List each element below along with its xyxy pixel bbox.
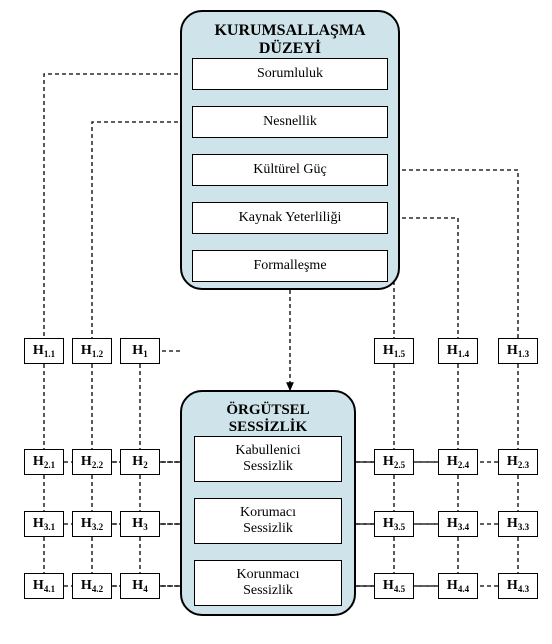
hbox-4-1: H4.1 bbox=[24, 573, 64, 599]
hbox-4-5: H4.5 bbox=[374, 573, 414, 599]
hbox-3-5: H3.5 bbox=[374, 511, 414, 537]
hbox-2-4: H2.4 bbox=[438, 449, 478, 475]
bottom-item-label: KorumacıSessizlik bbox=[240, 505, 296, 537]
top-item-sorumluluk: Sorumluluk bbox=[192, 58, 388, 90]
hbox-1-1: H1.1 bbox=[24, 338, 64, 364]
hbox-3: H3 bbox=[120, 511, 160, 537]
top-item-label: Sorumluluk bbox=[257, 66, 323, 82]
hbox-2-3: H2.3 bbox=[498, 449, 538, 475]
hbox-3-2: H3.2 bbox=[72, 511, 112, 537]
hbox-2-5: H2.5 bbox=[374, 449, 414, 475]
hbox-4: H4 bbox=[120, 573, 160, 599]
bottom-item-label: KorunmacıSessizlik bbox=[237, 567, 300, 599]
hbox-1-2: H1.2 bbox=[72, 338, 112, 364]
top-block-title: KURUMSALLAŞMA DÜZEYİ bbox=[182, 16, 398, 63]
bottom-item-korumaci: KorumacıSessizlik bbox=[194, 498, 342, 544]
hbox-4-3: H4.3 bbox=[498, 573, 538, 599]
top-item-label: Formalleşme bbox=[253, 258, 326, 274]
hbox-1: H1 bbox=[120, 338, 160, 364]
bottom-title-line1: ÖRGÜTSEL bbox=[226, 402, 309, 418]
hbox-2-1: H2.1 bbox=[24, 449, 64, 475]
hbox-1-4: H1.4 bbox=[438, 338, 478, 364]
top-item-nesnellik: Nesnellik bbox=[192, 106, 388, 138]
top-item-label: Nesnellik bbox=[263, 114, 317, 130]
hbox-3-3: H3.3 bbox=[498, 511, 538, 537]
top-item-kaynak: Kaynak Yeterliliği bbox=[192, 202, 388, 234]
bottom-title-line2: SESSİZLİK bbox=[229, 419, 307, 435]
bottom-block-title: ÖRGÜTSEL SESSİZLİK bbox=[182, 396, 354, 441]
top-item-label: Kültürel Güç bbox=[253, 162, 326, 178]
top-item-label: Kaynak Yeterliliği bbox=[239, 210, 342, 226]
hbox-1-3: H1.3 bbox=[498, 338, 538, 364]
hbox-4-2: H4.2 bbox=[72, 573, 112, 599]
hbox-4-4: H4.4 bbox=[438, 573, 478, 599]
top-item-kulturel: Kültürel Güç bbox=[192, 154, 388, 186]
top-title-line1: KURUMSALLAŞMA bbox=[214, 22, 365, 39]
hbox-2-2: H2.2 bbox=[72, 449, 112, 475]
hbox-3-1: H3.1 bbox=[24, 511, 64, 537]
bottom-item-kabullenici: KabulleniciSessizlik bbox=[194, 436, 342, 482]
hbox-2: H2 bbox=[120, 449, 160, 475]
top-block: KURUMSALLAŞMA DÜZEYİ bbox=[180, 10, 400, 290]
diagram-canvas: KURUMSALLAŞMA DÜZEYİ Sorumluluk Nesnelli… bbox=[0, 0, 552, 644]
top-item-formallesme: Formalleşme bbox=[192, 250, 388, 282]
hbox-1-5: H1.5 bbox=[374, 338, 414, 364]
top-title-line2: DÜZEYİ bbox=[259, 40, 321, 57]
bottom-item-korunmaci: KorunmacıSessizlik bbox=[194, 560, 342, 606]
hbox-3-4: H3.4 bbox=[438, 511, 478, 537]
bottom-item-label: KabulleniciSessizlik bbox=[235, 443, 300, 475]
